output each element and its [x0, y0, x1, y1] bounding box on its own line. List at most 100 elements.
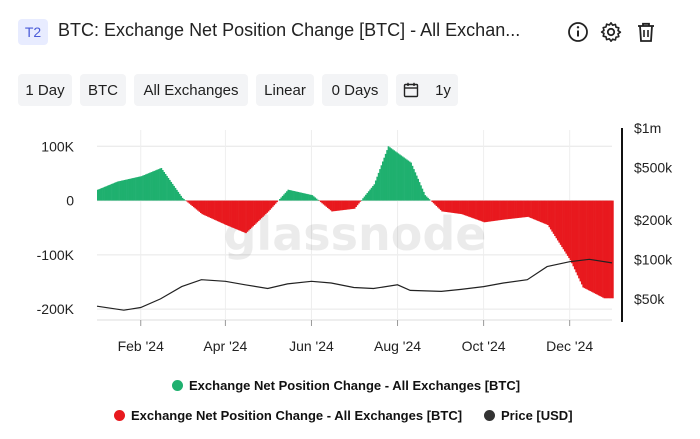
net-position-bar — [600, 200, 603, 297]
net-position-bar — [325, 200, 328, 207]
chart-title: BTC: Exchange Net Position Change [BTC] … — [58, 20, 521, 40]
net-position-bar — [115, 182, 118, 201]
net-position-bar — [418, 182, 421, 201]
net-position-bar — [246, 200, 249, 232]
net-position-bar — [376, 176, 379, 201]
info-icon[interactable] — [566, 20, 590, 44]
net-position-bar — [324, 200, 326, 206]
net-position-bar — [380, 165, 383, 201]
net-position-bar — [561, 200, 563, 248]
net-position-bar — [462, 200, 465, 215]
net-position-bar — [359, 200, 362, 202]
net-position-bar — [404, 158, 407, 201]
net-position-bar — [410, 162, 412, 201]
net-position-bar — [350, 200, 353, 210]
asset-button[interactable]: BTC — [80, 74, 126, 106]
net-position-bar — [493, 200, 496, 221]
legend-item-positive[interactable]: Exchange Net Position Change - All Excha… — [172, 378, 520, 393]
net-position-bar — [413, 169, 415, 201]
net-position-bar — [442, 200, 445, 212]
net-position-bar — [538, 200, 541, 222]
net-position-bar — [226, 200, 229, 226]
net-position-bar — [326, 200, 329, 208]
net-position-bar — [137, 176, 140, 201]
net-position-bar — [455, 200, 458, 214]
net-position-bar — [572, 200, 575, 267]
net-position-bar — [537, 200, 539, 221]
net-position-bar — [352, 200, 355, 209]
net-position-bar — [236, 200, 239, 230]
net-position-bar — [597, 200, 600, 296]
net-position-bar — [112, 183, 115, 201]
net-position-bar — [214, 200, 216, 220]
sma-button[interactable]: 0 Days — [322, 74, 388, 106]
net-position-bar — [247, 200, 250, 231]
x-tick-label: Feb '24 — [118, 338, 164, 354]
net-position-bar — [421, 188, 424, 201]
net-position-bar — [240, 200, 243, 232]
net-position-bar — [477, 200, 480, 221]
net-position-bar — [257, 200, 260, 221]
net-position-bar — [229, 200, 232, 227]
gear-icon[interactable] — [599, 20, 623, 44]
net-position-bar — [288, 190, 291, 201]
net-position-bar — [434, 200, 436, 205]
net-position-bar — [511, 200, 514, 219]
exchange-button[interactable]: All Exchanges — [134, 74, 248, 106]
net-position-bar — [374, 180, 377, 201]
net-position-bar — [377, 172, 380, 201]
net-position-bar — [317, 199, 319, 201]
net-position-bar — [97, 189, 99, 201]
net-position-bar — [592, 200, 594, 293]
net-position-bar — [431, 200, 434, 202]
net-position-bar — [187, 200, 190, 203]
net-position-bar — [390, 148, 393, 201]
net-position-bar — [456, 200, 459, 214]
right-tick-label: $50k — [634, 291, 665, 307]
net-position-bar — [287, 189, 290, 201]
net-position-bar — [271, 200, 274, 207]
net-position-bar — [242, 200, 245, 232]
legend-item-price[interactable]: Price [USD] — [484, 408, 573, 423]
net-position-bar — [564, 200, 566, 252]
trash-icon[interactable] — [634, 20, 658, 44]
net-position-bar — [497, 200, 500, 221]
net-position-bar — [552, 200, 555, 234]
net-position-bar — [468, 200, 470, 217]
net-position-bar — [194, 200, 197, 209]
range-button[interactable]: 1y — [396, 74, 458, 106]
net-position-bar — [209, 200, 212, 218]
net-position-bar — [590, 200, 593, 292]
resolution-button[interactable]: 1 Day — [18, 74, 72, 106]
net-position-bar — [297, 191, 300, 201]
legend-item-negative[interactable]: Exchange Net Position Change - All Excha… — [114, 408, 462, 423]
net-position-bar — [475, 200, 477, 220]
net-position-bar — [612, 200, 614, 299]
net-position-bar — [197, 200, 199, 211]
net-position-bar — [465, 200, 467, 216]
net-position-bar — [487, 200, 490, 222]
net-position-bar — [595, 200, 597, 294]
net-position-bar — [294, 191, 297, 201]
net-position-bar — [211, 200, 213, 219]
net-position-bar — [453, 200, 456, 214]
net-position-bar — [223, 200, 226, 225]
net-position-bars — [97, 146, 614, 299]
legend-dot-negative — [114, 410, 125, 421]
left-tick-label: 100K — [41, 138, 74, 154]
net-position-bar — [235, 200, 237, 230]
net-position-bar — [263, 200, 266, 216]
net-position-bar — [128, 179, 130, 201]
net-position-bar — [335, 200, 338, 211]
net-position-bar — [174, 187, 177, 201]
net-position-bar — [582, 200, 585, 288]
net-position-bar — [291, 190, 294, 201]
net-position-bar — [104, 186, 106, 201]
net-position-bar — [123, 179, 126, 201]
net-position-bar — [142, 175, 144, 201]
left-axis-ticks: 100K 0 -100K -200K — [37, 138, 75, 317]
scale-button[interactable]: Linear — [256, 74, 314, 106]
net-position-bar — [514, 200, 517, 219]
net-position-bar — [202, 200, 205, 215]
net-position-bar — [314, 197, 316, 201]
